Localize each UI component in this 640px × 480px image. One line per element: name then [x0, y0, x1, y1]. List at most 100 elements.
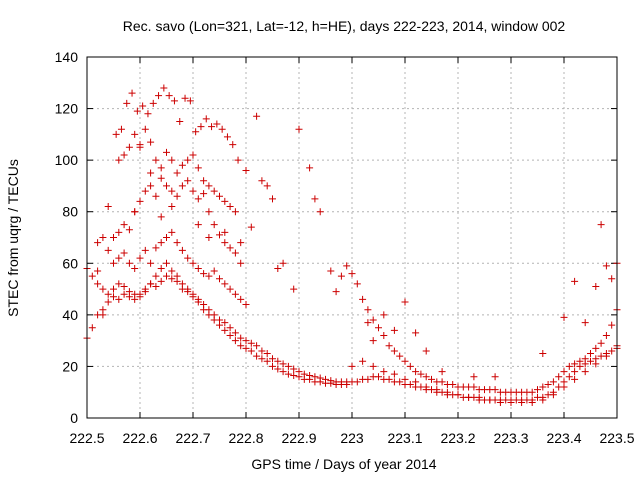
data-point	[226, 244, 234, 252]
data-point	[99, 311, 107, 319]
data-point	[571, 375, 579, 383]
data-point	[263, 350, 271, 358]
data-point	[194, 221, 202, 229]
data-point	[131, 208, 139, 216]
data-point	[348, 362, 356, 370]
data-point	[369, 316, 377, 324]
data-point	[141, 125, 149, 133]
data-point	[184, 156, 192, 164]
y-tick-label: 120	[55, 101, 79, 117]
data-point	[247, 223, 255, 231]
data-point	[290, 365, 298, 373]
data-point	[359, 357, 367, 365]
data-point	[539, 350, 547, 358]
data-point	[284, 370, 292, 378]
data-point	[149, 99, 157, 107]
data-point	[218, 125, 226, 133]
y-tick-label: 100	[55, 152, 79, 168]
data-point	[263, 182, 271, 190]
data-point	[221, 319, 229, 327]
data-point	[539, 383, 547, 391]
data-point	[200, 306, 208, 314]
data-point	[571, 277, 579, 285]
data-point	[380, 331, 388, 339]
data-point	[147, 169, 155, 177]
data-point	[131, 295, 139, 303]
data-point	[110, 234, 117, 241]
data-point	[253, 112, 261, 120]
plot-frame	[86, 56, 618, 419]
data-point	[269, 195, 276, 203]
data-point	[231, 290, 239, 298]
x-tick-label: 223.1	[387, 430, 422, 446]
data-point	[401, 298, 409, 306]
data-point	[231, 208, 239, 216]
data-point	[131, 130, 139, 138]
data-point	[396, 378, 404, 386]
data-point	[94, 280, 102, 288]
data-point	[592, 282, 600, 290]
x-tick-label: 223.2	[440, 430, 475, 446]
data-point	[242, 337, 250, 345]
data-point	[131, 264, 139, 272]
data-point	[412, 368, 420, 376]
data-point	[104, 298, 112, 306]
data-point	[173, 277, 181, 285]
data-point	[539, 396, 547, 404]
data-point	[470, 373, 478, 381]
x-tick-label: 223.3	[493, 430, 528, 446]
data-point	[234, 156, 242, 164]
data-point	[115, 254, 123, 262]
data-point	[123, 99, 131, 107]
data-point	[237, 239, 245, 247]
data-point	[258, 355, 266, 363]
data-point	[332, 288, 340, 296]
data-point	[189, 187, 197, 195]
data-point	[168, 267, 176, 275]
data-point	[401, 375, 409, 383]
data-point	[406, 362, 414, 370]
data-point	[406, 380, 414, 388]
data-point	[213, 120, 221, 128]
data-point	[274, 264, 282, 272]
data-point	[608, 275, 616, 283]
data-point	[571, 368, 579, 376]
data-point	[184, 177, 192, 185]
y-tick-label: 140	[55, 49, 79, 65]
data-point	[518, 399, 526, 407]
data-point	[380, 311, 388, 319]
data-point	[194, 164, 202, 172]
data-point	[269, 355, 276, 363]
data-point	[223, 133, 231, 141]
data-point	[141, 246, 149, 254]
data-point	[181, 94, 189, 102]
data-point	[210, 267, 218, 275]
data-point	[433, 386, 441, 394]
data-point	[608, 347, 616, 355]
data-point	[125, 293, 133, 301]
data-point	[152, 282, 160, 290]
data-point	[560, 383, 568, 391]
data-point	[592, 360, 600, 368]
data-point	[279, 368, 287, 376]
data-point	[178, 285, 186, 293]
data-point	[576, 362, 584, 370]
data-point	[608, 321, 616, 329]
data-point	[528, 388, 536, 396]
data-point	[237, 259, 245, 267]
data-point	[353, 378, 361, 386]
data-point	[343, 262, 351, 270]
chart-title: Rec. savo (Lon=321, Lat=-12, h=HE), days…	[123, 18, 566, 34]
data-point	[295, 125, 303, 133]
data-point	[155, 92, 163, 100]
data-point	[163, 259, 170, 267]
y-axis-ticks: 0 20 40 60 80 100 120 140	[55, 49, 617, 426]
data-point	[94, 239, 102, 247]
data-point	[306, 375, 314, 383]
data-point	[274, 357, 282, 365]
data-point	[160, 84, 168, 92]
data-point	[581, 360, 589, 368]
data-point	[147, 259, 155, 267]
data-point	[528, 399, 536, 407]
data-point	[390, 347, 398, 355]
